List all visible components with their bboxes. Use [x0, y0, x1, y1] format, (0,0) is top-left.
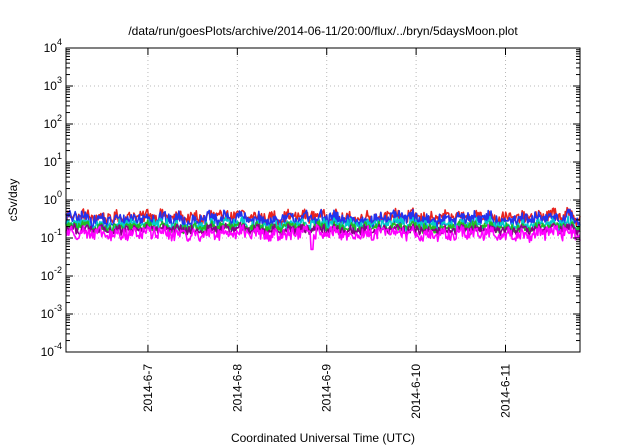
y-tick-label: 10-1: [41, 227, 62, 245]
x-axis-label: Coordinated Universal Time (UTC): [231, 431, 415, 445]
y-tick-label: 104: [44, 37, 62, 55]
x-axis: 2014-6-7 2014-6-8 2014-6-9 2014-6-10 2014-6-…: [141, 48, 513, 419]
y-tick-label: 100: [44, 189, 62, 207]
y-axis-label: cSv/day: [6, 179, 20, 222]
series-line-5: [65, 221, 581, 238]
y-tick-label: 103: [44, 75, 62, 93]
y-tick-label: 10-2: [41, 265, 62, 283]
x-tick-label: 2014-6-9: [320, 364, 334, 412]
y-tick-label: 101: [44, 151, 62, 169]
gridlines: [66, 48, 580, 352]
y-tick-label: 10-4: [41, 341, 62, 359]
x-tick-label: 2014-6-11: [499, 364, 513, 418]
x-tick-label: 2014-6-7: [141, 364, 155, 412]
data-series: [65, 206, 581, 251]
series-line-1: [65, 206, 581, 227]
x-tick-label: 2014-6-8: [230, 364, 244, 412]
y-tick-label: 102: [44, 113, 62, 131]
series-line-6: [65, 223, 581, 251]
y-tick-label: 10-3: [41, 303, 62, 321]
y-axis: 10-4 10-3 10-2 10-1 100 101 102 103 104: [41, 37, 580, 359]
chart-title: /data/run/goesPlots/archive/2014-06-11/2…: [128, 24, 518, 38]
x-tick-label: 2014-6-10: [409, 364, 423, 419]
